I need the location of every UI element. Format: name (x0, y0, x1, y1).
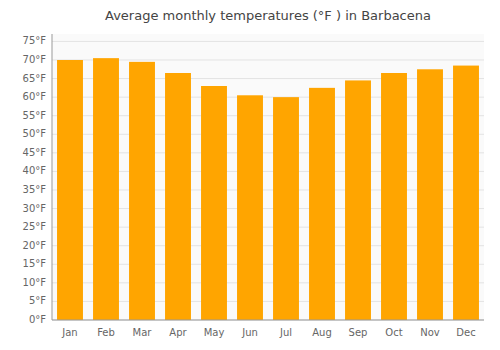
y-tick-label: 60°F (23, 91, 47, 102)
y-tick-label: 10°F (23, 277, 47, 288)
bar (417, 69, 443, 320)
bar (381, 73, 407, 320)
bar (129, 62, 155, 320)
bar (273, 97, 299, 320)
y-tick-label: 70°F (23, 54, 47, 65)
bar (309, 88, 335, 320)
x-tick-label: Jun (241, 327, 258, 338)
x-tick-label: May (204, 327, 225, 338)
x-tick-label: Jan (61, 327, 77, 338)
y-tick-label: 40°F (23, 165, 47, 176)
bar (453, 66, 479, 320)
bar (237, 95, 263, 320)
plot-background (52, 34, 484, 320)
y-tick-label: 75°F (23, 35, 47, 46)
x-tick-label: Dec (456, 327, 475, 338)
chart: 0°F 5°F 10°F 15°F 20°F 25°F 30°F 35°F 40°F 45°F 50… (0, 0, 500, 350)
grid-line (52, 41, 484, 42)
bar (345, 80, 371, 320)
y-tick-label: 55°F (23, 110, 47, 121)
x-tick-label: Oct (385, 327, 402, 338)
y-tick-label: 20°F (23, 240, 47, 251)
y-tick-label: 5°F (29, 295, 46, 306)
y-tick-label: 30°F (23, 203, 47, 214)
bar (201, 86, 227, 320)
x-axis-line (52, 320, 484, 321)
y-tick-label: 0°F (29, 314, 46, 325)
x-tick-label: Mar (133, 327, 153, 338)
grid (52, 41, 484, 320)
y-tick-label: 45°F (23, 147, 47, 158)
x-tick-label: Apr (169, 327, 187, 338)
bar (57, 60, 83, 320)
x-tick-label: Aug (312, 327, 332, 338)
y-axis-line (52, 34, 53, 320)
y-axis: 0°F 5°F 10°F 15°F 20°F 25°F 30°F 35°F 40°F 45°F 50… (23, 35, 47, 325)
x-tick-label: Sep (349, 327, 368, 338)
y-tick-label: 15°F (23, 258, 47, 269)
y-tick-label: 65°F (23, 73, 47, 84)
title: Average monthly temperatures (°F ) in Ba… (105, 8, 431, 23)
y-tick-label: 35°F (23, 184, 47, 195)
grid-line (52, 320, 484, 321)
x-tick-label: Feb (97, 327, 115, 338)
y-tick-label: 50°F (23, 128, 47, 139)
bar (93, 58, 119, 320)
x-axis: Jan Feb Mar Apr May Jun Jul Aug Sep Oct Nov Dec (61, 327, 475, 338)
x-tick-label: Nov (420, 327, 440, 338)
bar (165, 73, 191, 320)
chart-container: 0°F 5°F 10°F 15°F 20°F 25°F 30°F 35°F 40°F 45°F 50… (0, 0, 500, 350)
x-tick-label: Jul (279, 327, 292, 338)
bars (57, 58, 479, 320)
y-tick-label: 25°F (23, 221, 47, 232)
